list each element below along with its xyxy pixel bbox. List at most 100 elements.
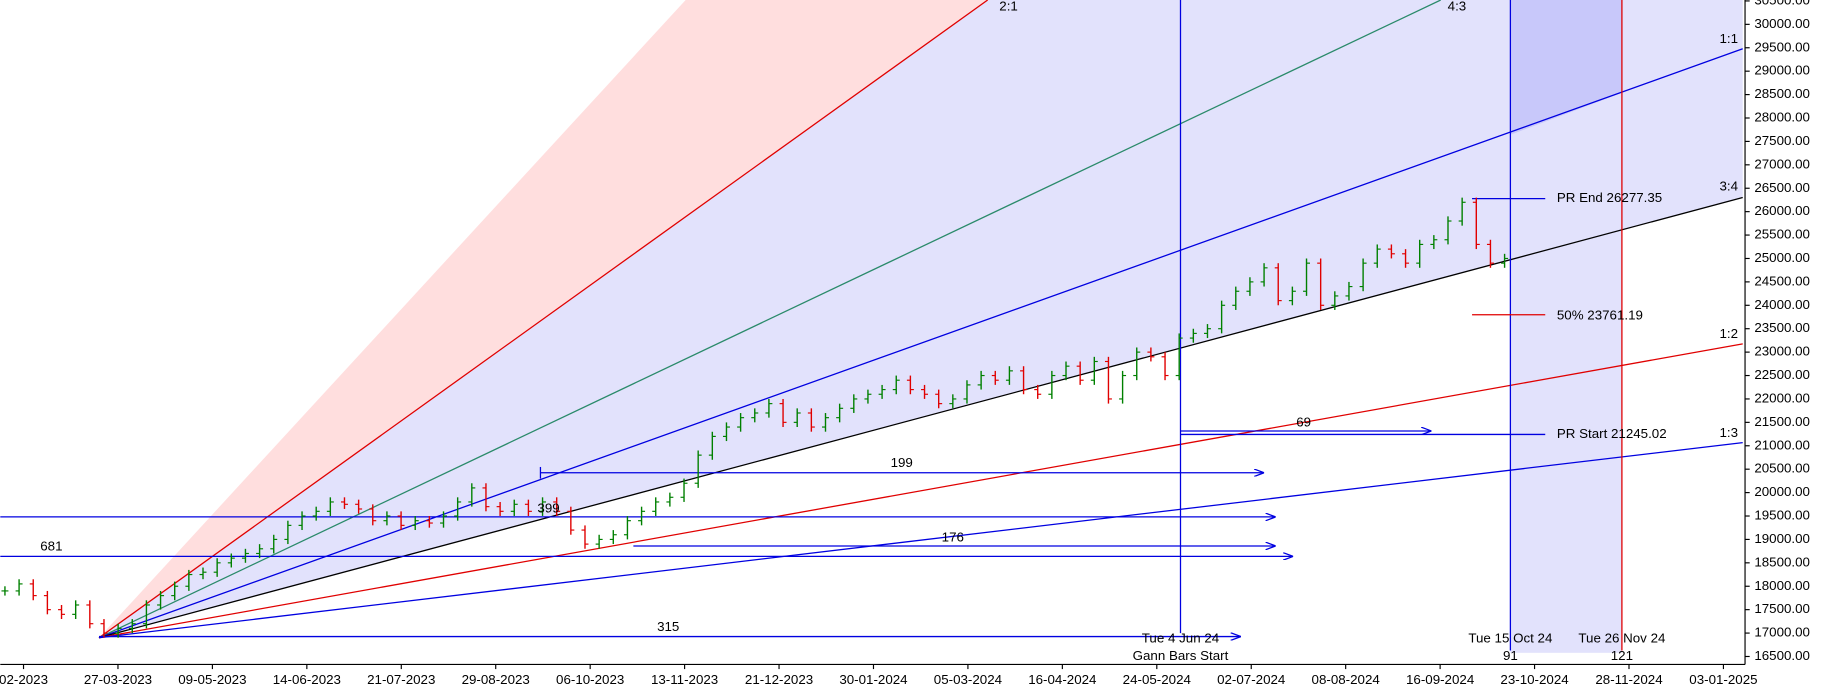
- y-tick-label: 19500.00: [1754, 508, 1810, 523]
- price-bar: [708, 431, 716, 460]
- price-bar: [1218, 300, 1226, 334]
- y-tick-label: 23000.00: [1754, 344, 1810, 359]
- price-bar: [638, 506, 646, 526]
- price-bar: [1189, 328, 1197, 343]
- price-bar: [623, 516, 631, 540]
- price-bar: [270, 534, 278, 554]
- price-bar: [1119, 370, 1127, 404]
- x-tick-label: 02-07-2024: [1217, 672, 1286, 687]
- price-bar: [1387, 244, 1395, 259]
- price-bar: [510, 499, 518, 516]
- x-tick-label: 03-01-2025: [1689, 672, 1757, 687]
- price-bar: [1303, 258, 1311, 296]
- x-tick-label: 06-10-2023: [556, 672, 624, 687]
- price-bar: [1373, 244, 1381, 268]
- x-tick-label: 08-08-2024: [1312, 672, 1381, 687]
- price-bar: [1232, 286, 1240, 310]
- price-bar: [1501, 253, 1509, 268]
- price-bar: [694, 450, 702, 488]
- price-bar: [1062, 361, 1070, 381]
- date-label: Tue 4 Jun 24: [1142, 630, 1220, 645]
- price-bar: [72, 600, 80, 619]
- x-tick-label: 23-10-2024: [1500, 672, 1569, 687]
- price-bar: [524, 499, 532, 516]
- y-tick-label: 17000.00: [1754, 625, 1810, 640]
- y-tick-label: 24000.00: [1754, 297, 1810, 312]
- price-bar: [850, 394, 858, 413]
- price-bar: [383, 511, 391, 526]
- price-bar: [1020, 366, 1028, 395]
- x-tick-label: 28-11-2024: [1595, 672, 1663, 687]
- y-tick-label: 18000.00: [1754, 578, 1810, 593]
- price-bar: [213, 558, 221, 577]
- price-bar: [836, 403, 844, 423]
- price-bar: [921, 384, 929, 399]
- y-tick-label: 30000.00: [1754, 16, 1810, 31]
- price-bar: [355, 499, 363, 514]
- price-bar: [397, 511, 405, 531]
- price-bar: [892, 375, 900, 395]
- y-tick-label: 18500.00: [1754, 554, 1810, 569]
- y-tick-label: 26000.00: [1754, 203, 1810, 218]
- price-bar: [1345, 281, 1353, 301]
- y-tick-label: 22000.00: [1754, 390, 1810, 405]
- price-bar: [822, 413, 829, 432]
- price-bar: [1034, 384, 1042, 399]
- price-bar: [1444, 216, 1452, 245]
- price-bar: [340, 497, 348, 509]
- price-bar: [29, 579, 37, 601]
- price-bar: [440, 511, 448, 528]
- y-tick-label: 27500.00: [1754, 133, 1810, 148]
- date-label: Tue 26 Nov 24: [1578, 630, 1666, 645]
- x-tick-label: 14-06-2023: [273, 672, 341, 687]
- x-tick-label: 16-04-2024: [1028, 672, 1097, 687]
- y-tick-label: 20000.00: [1754, 484, 1810, 499]
- y-tick-label: 25000.00: [1754, 250, 1810, 265]
- price-bar: [157, 590, 165, 610]
- price-bar: [312, 506, 320, 521]
- price-bar: [1402, 249, 1410, 268]
- price-bar: [1416, 239, 1424, 268]
- x-tick-label: 21-12-2023: [745, 672, 813, 687]
- price-bar: [100, 619, 108, 638]
- count-label: 176: [942, 529, 964, 544]
- x-tick-label: 30-01-2024: [839, 672, 908, 687]
- pr-start-label: PR Start 21245.02: [1557, 426, 1667, 441]
- price-bar: [425, 516, 433, 528]
- price-bar: [58, 605, 66, 619]
- price-bar: [15, 579, 23, 596]
- date-label: 121: [1611, 648, 1633, 663]
- count-label: 399: [537, 500, 559, 515]
- price-bar: [1, 586, 9, 596]
- x-tick-label: 29-08-2023: [462, 672, 530, 687]
- fan-shading: [99, 0, 1743, 653]
- x-tick-label: 27-03-2023: [84, 672, 152, 687]
- price-bars: [1, 197, 1509, 638]
- price-bar: [411, 516, 419, 531]
- count-lines: [0, 197, 1546, 637]
- price-bar: [128, 619, 136, 634]
- price-bar: [991, 370, 999, 385]
- price-bar: [1472, 197, 1480, 250]
- price-bar: [298, 511, 306, 531]
- price-bar: [567, 506, 575, 535]
- y-tick-label: 26500.00: [1754, 180, 1810, 195]
- fan-label: 1:2: [1720, 326, 1739, 341]
- y-tick-label: 21500.00: [1754, 414, 1810, 429]
- price-bar: [1486, 239, 1494, 268]
- price-bar: [553, 497, 561, 516]
- price-bar: [199, 567, 207, 580]
- y-tick-label: 30500.00: [1754, 0, 1810, 7]
- y-tick-label: 19000.00: [1754, 531, 1810, 546]
- price-bar: [454, 497, 462, 521]
- count-label: 315: [657, 619, 679, 634]
- price-bar: [949, 394, 957, 409]
- fan-label: 2:1: [999, 0, 1018, 14]
- price-bar: [1331, 291, 1339, 310]
- price-bar: [1458, 197, 1466, 226]
- mid-label: 50% 23761.19: [1557, 307, 1643, 322]
- price-bar: [468, 483, 476, 507]
- price-bar: [369, 504, 377, 526]
